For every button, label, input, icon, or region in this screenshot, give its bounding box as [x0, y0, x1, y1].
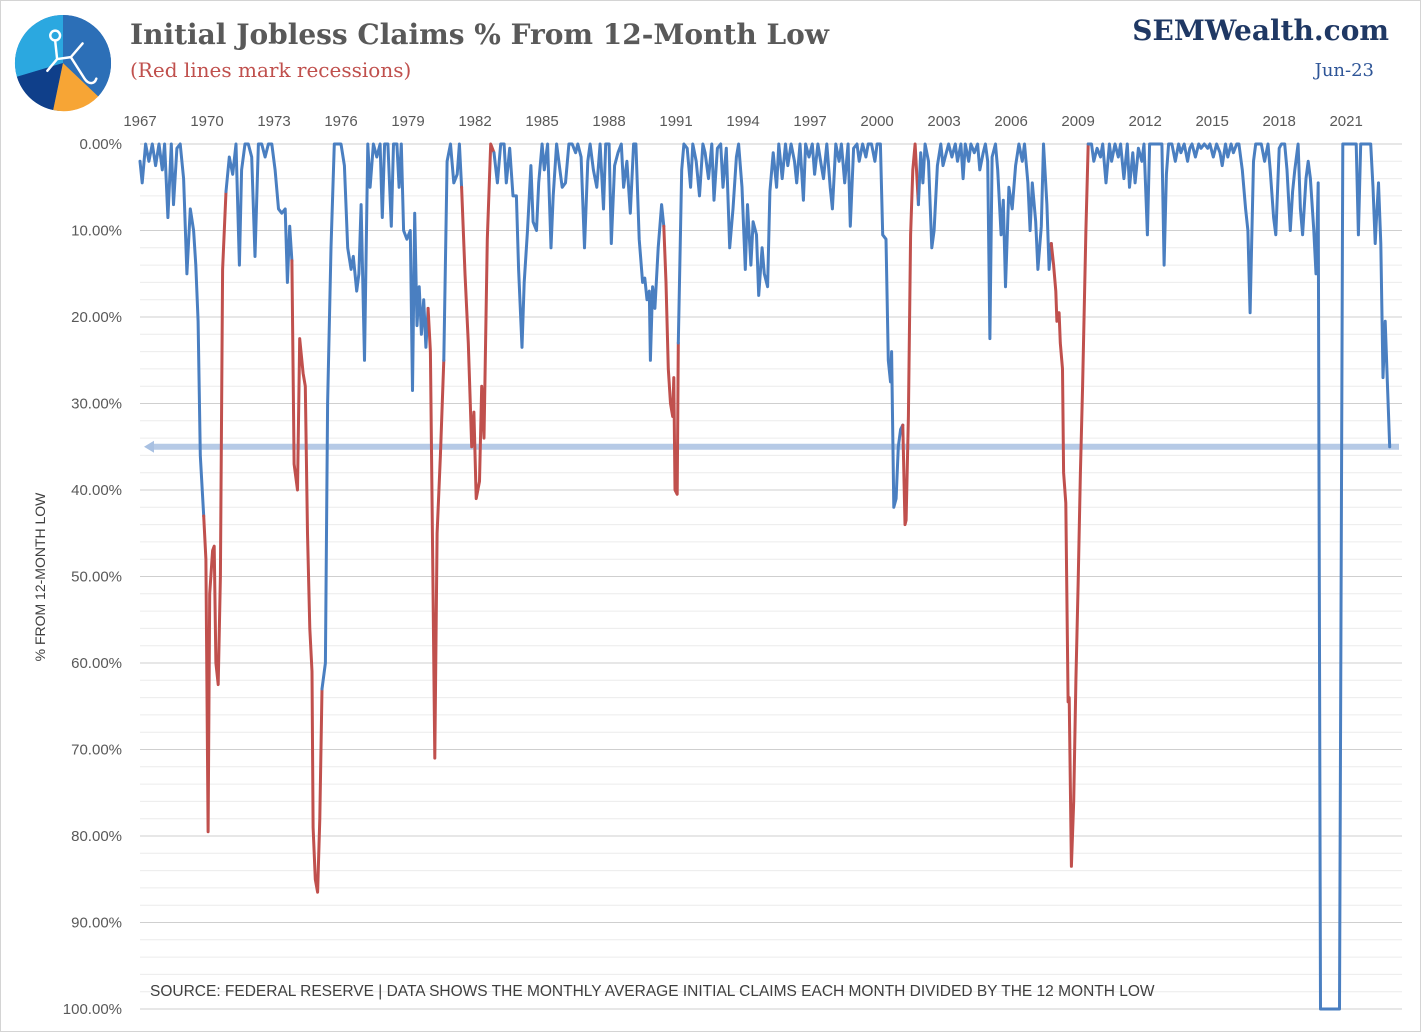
- recession-line-segment: [662, 224, 680, 496]
- x-tick-label: 2003: [927, 113, 960, 130]
- claims-line-segment: [1086, 142, 1392, 1011]
- claims-line-segment: [224, 142, 294, 284]
- x-tick-label: 2015: [1195, 113, 1228, 130]
- y-axis-ticks: 0.00% 10.00% 20.00% 30.00% 40.00% 50.00% 60.00…: [63, 136, 122, 1018]
- claims-line-segment: [916, 142, 1053, 341]
- source-note: SOURCE: FEDERAL RESERVE | DATA SHOWS THE…: [150, 983, 1155, 1000]
- y-tick-label: 40.00%: [71, 482, 122, 499]
- y-tick-label: 60.00%: [71, 655, 122, 672]
- brand-link[interactable]: SEMWealth.com: [1132, 14, 1389, 47]
- x-tick-label: 2021: [1329, 113, 1362, 130]
- chart-title: Initial Jobless Claims % From 12-Month L…: [130, 18, 829, 51]
- y-tick-label: 90.00%: [71, 915, 122, 932]
- x-tick-label: 1988: [592, 113, 625, 130]
- x-tick-label: 1970: [190, 113, 223, 130]
- y-tick-label: 100.00%: [63, 1001, 122, 1018]
- y-tick-label: 50.00%: [71, 569, 122, 586]
- x-tick-label: 2012: [1128, 113, 1161, 130]
- x-tick-label: 2018: [1262, 113, 1295, 130]
- y-tick-label: 10.00%: [71, 223, 122, 240]
- claims-line-segment: [492, 142, 666, 362]
- x-tick-label: 2006: [994, 113, 1027, 130]
- y-tick-label: 20.00%: [71, 309, 122, 326]
- x-tick-label: 1997: [793, 113, 826, 130]
- x-tick-label: 1994: [726, 113, 759, 130]
- claims-line-segment: [676, 142, 905, 509]
- x-tick-label: 1976: [324, 113, 357, 130]
- claims-line-segment: [442, 142, 464, 362]
- x-tick-label: 1985: [525, 113, 558, 130]
- as-of-date: Jun-23: [1314, 60, 1374, 81]
- x-tick-label: 1973: [257, 113, 290, 130]
- series-group: [138, 142, 1392, 1011]
- claims-line-segment: [320, 142, 430, 691]
- y-tick-label: 30.00%: [71, 396, 122, 413]
- x-tick-label: 1991: [659, 113, 692, 130]
- recession-line-segment: [901, 142, 920, 527]
- claims-line-segment: [138, 142, 206, 518]
- x-tick-label: 2000: [860, 113, 893, 130]
- x-tick-label: 1982: [458, 113, 491, 130]
- reference-arrow-icon: [144, 440, 154, 453]
- chart-subtitle: (Red lines mark recessions): [130, 58, 412, 82]
- y-tick-label: 70.00%: [71, 742, 122, 759]
- recession-line-segment: [1049, 142, 1090, 868]
- recession-line-segment: [290, 259, 324, 894]
- y-tick-label: 80.00%: [71, 828, 122, 845]
- y-axis-title: % FROM 12-MONTH LOW: [32, 492, 48, 662]
- x-tick-label: 1967: [123, 113, 156, 130]
- recession-line-segment: [202, 190, 228, 834]
- y-tick-label: 0.00%: [79, 136, 122, 153]
- recession-line-segment: [426, 306, 446, 760]
- x-tick-label: 2009: [1061, 113, 1094, 130]
- recession-line-segment: [460, 142, 496, 501]
- x-tick-label: 1979: [391, 113, 424, 130]
- reference-line-group: [144, 440, 1399, 453]
- sem-logo-pie-icon: [14, 14, 112, 112]
- x-axis-ticks: 1967 1970 1973 1976 1979 1982 1985 1988 1991 1994…: [123, 113, 1363, 130]
